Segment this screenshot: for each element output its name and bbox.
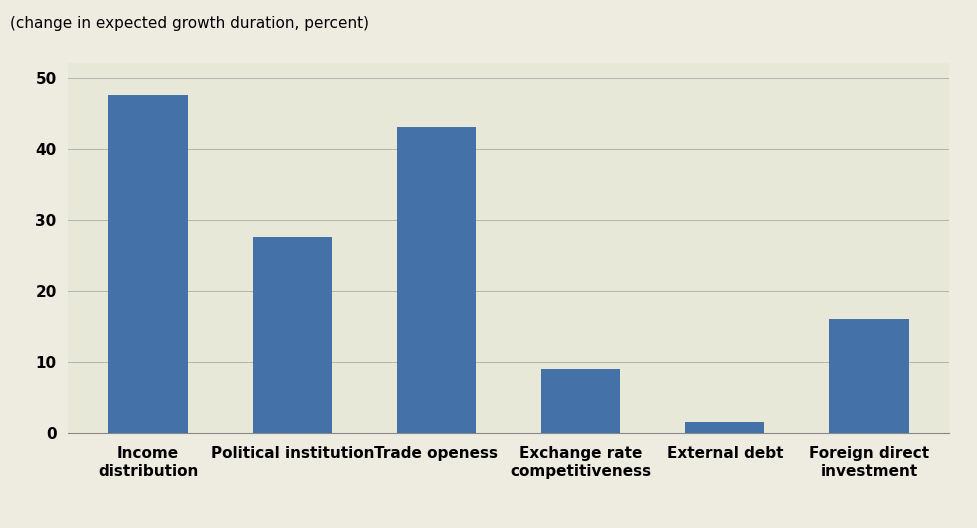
Bar xyxy=(108,96,188,433)
Bar xyxy=(685,422,764,433)
Bar xyxy=(252,238,331,433)
Bar xyxy=(397,127,476,433)
Bar xyxy=(828,319,908,433)
Text: (change in expected growth duration, percent): (change in expected growth duration, per… xyxy=(10,16,368,31)
Bar xyxy=(540,369,619,433)
